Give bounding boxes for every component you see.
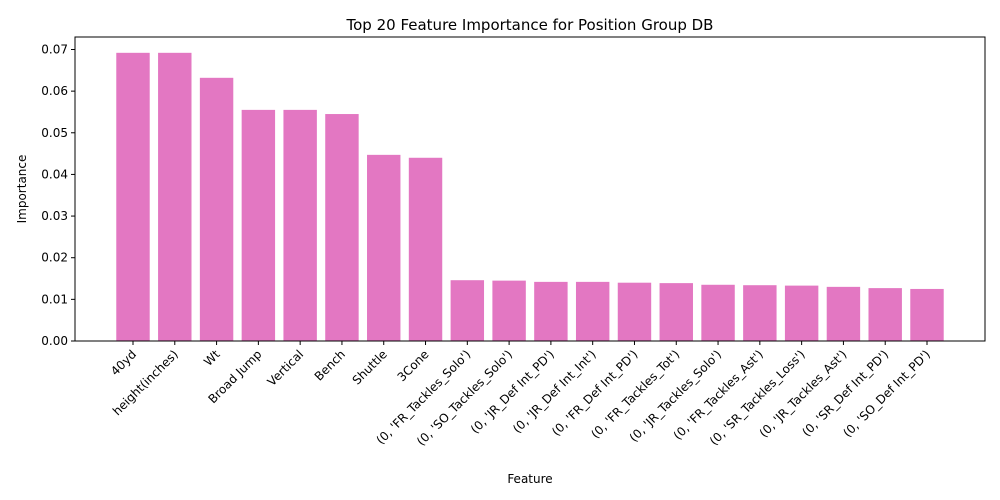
y-tick-label: 0.00 bbox=[41, 334, 68, 348]
bar bbox=[325, 114, 359, 341]
x-tick-label: Bench bbox=[312, 347, 348, 383]
bar bbox=[868, 288, 902, 341]
y-tick-label: 0.06 bbox=[41, 84, 68, 98]
plot-frame bbox=[74, 36, 986, 342]
y-ticks-group: 0.00 0.01 0.02 0.03 0.04 0.05 0.06 0.07 bbox=[41, 42, 75, 348]
bar bbox=[659, 283, 693, 341]
bar bbox=[826, 286, 861, 341]
y-tick-label: 0.04 bbox=[41, 167, 68, 181]
bar bbox=[450, 280, 485, 341]
x-tick-label: Shuttle bbox=[350, 347, 390, 387]
bar bbox=[408, 157, 443, 341]
bar bbox=[492, 280, 526, 341]
bar bbox=[241, 109, 276, 341]
bar bbox=[701, 284, 735, 341]
bars-group bbox=[116, 52, 944, 341]
y-tick-label: 0.01 bbox=[41, 292, 68, 306]
x-tick-label: 3Cone bbox=[395, 347, 432, 384]
bar bbox=[158, 52, 192, 341]
bar bbox=[199, 77, 234, 341]
y-tick-label: 0.07 bbox=[41, 42, 68, 56]
bar bbox=[283, 109, 317, 341]
y-tick-label: 0.05 bbox=[41, 126, 68, 140]
bar bbox=[575, 281, 610, 341]
chart-title: Top 20 Feature Importance for Position G… bbox=[346, 16, 714, 34]
x-tick-label: 40yd bbox=[108, 347, 139, 378]
x-axis-label: Feature bbox=[507, 472, 552, 486]
bar bbox=[116, 52, 150, 341]
bar bbox=[784, 285, 819, 341]
y-axis-label: Importance bbox=[15, 155, 29, 224]
bar bbox=[534, 281, 568, 341]
bar bbox=[367, 154, 401, 341]
y-tick-label: 0.02 bbox=[41, 251, 68, 265]
x-tick-label: Wt bbox=[201, 347, 223, 369]
bar bbox=[617, 282, 652, 341]
y-tick-label: 0.03 bbox=[41, 209, 68, 223]
x-tick-label: Vertical bbox=[265, 347, 307, 389]
bar bbox=[743, 285, 777, 341]
bar bbox=[910, 288, 944, 341]
